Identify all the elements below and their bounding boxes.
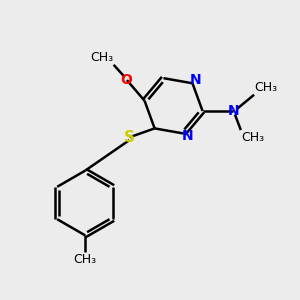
Text: N: N: [181, 129, 193, 143]
Text: CH₃: CH₃: [255, 81, 278, 94]
Text: N: N: [228, 104, 239, 118]
Text: O: O: [120, 73, 132, 86]
Text: CH₃: CH₃: [242, 131, 265, 144]
Text: CH₃: CH₃: [74, 253, 97, 266]
Text: S: S: [124, 130, 134, 145]
Text: N: N: [190, 73, 202, 87]
Text: CH₃: CH₃: [90, 51, 113, 64]
